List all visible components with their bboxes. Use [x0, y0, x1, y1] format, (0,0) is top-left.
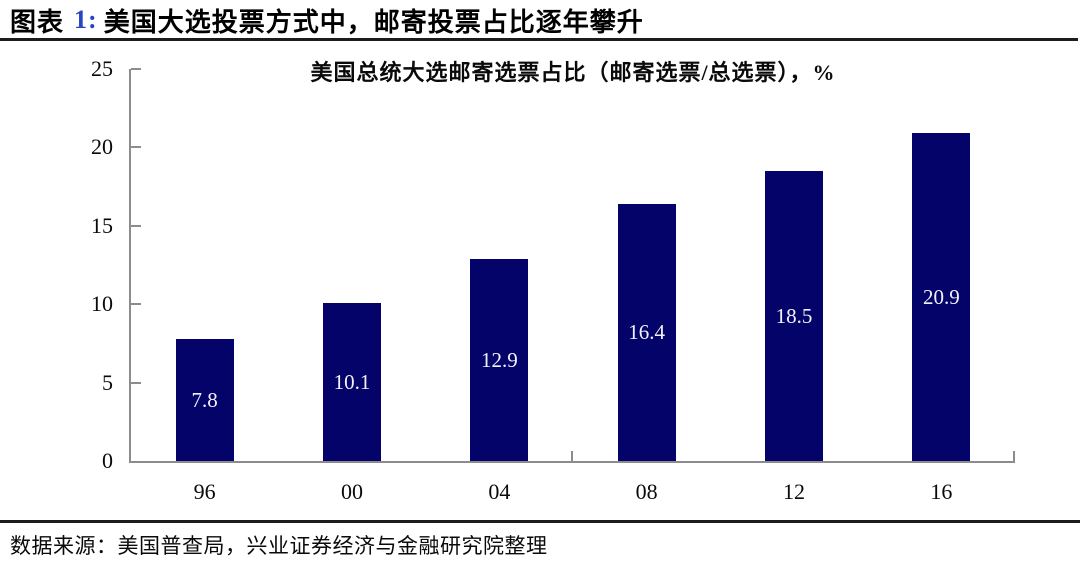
- figure-caption-title: 美国大选投票方式中，邮寄投票占比逐年攀升: [103, 7, 644, 37]
- bar-12: 18.5: [765, 170, 823, 461]
- bar-value-label: 10.1: [333, 369, 371, 394]
- data-source-note: 数据来源：美国普查局，兴业证券经济与金融研究院整理: [10, 534, 548, 558]
- x-axis-tick-label: 04: [488, 479, 511, 504]
- figure-caption: 图表 1: 美国大选投票方式中，邮寄投票占比逐年攀升: [10, 2, 644, 38]
- x-axis-tick-label: 16: [930, 479, 953, 504]
- y-axis-tick-mark: [131, 224, 141, 227]
- bar-value-label: 20.9: [922, 285, 960, 310]
- bar-00: 10.1: [323, 302, 381, 461]
- bar-value-label: 12.9: [480, 347, 518, 372]
- x-axis-tick-label: 00: [341, 479, 363, 504]
- plot-area: 0 5 10 15 20 25 7.8 96 10.1 00 12.9 04 16.4 08 18.5 12 2…: [0, 41, 1080, 519]
- header-divider: [0, 38, 1078, 41]
- bar-value-label: 7.8: [191, 387, 218, 412]
- y-axis-tick-label: 5: [102, 369, 113, 395]
- figure-caption-prefix: 图表: [10, 7, 65, 37]
- y-axis-line: [129, 69, 131, 463]
- bar-value-label: 16.4: [628, 320, 666, 345]
- y-axis-tick-label: 20: [91, 134, 113, 160]
- bar-16: 20.9: [912, 133, 971, 461]
- footer-divider: [0, 520, 1080, 523]
- bar-04: 12.9: [470, 258, 529, 461]
- chart-title: 美国总统大选邮寄选票占比（邮寄选票/总选票），%: [310, 60, 836, 85]
- bar-96: 7.8: [175, 338, 234, 461]
- y-axis-tick-mark: [131, 146, 141, 149]
- y-axis-tick-label: 25: [91, 56, 113, 81]
- y-axis-tick-label: 15: [91, 212, 113, 238]
- x-axis-tick-mark: [571, 451, 573, 461]
- figure-number: 1:: [74, 5, 98, 34]
- x-axis-tick-mark: [1013, 451, 1015, 461]
- y-axis-tick-mark: [131, 68, 141, 70]
- x-axis-tick-label: 08: [635, 479, 658, 504]
- bar-08: 16.4: [617, 203, 676, 461]
- bar-chart: 美国总统大选邮寄选票占比（邮寄选票/总选票），% 0 5 10 15 20 25 7.8 96…: [0, 41, 1080, 519]
- x-axis-line: [129, 461, 1015, 463]
- y-axis-tick-mark: [131, 381, 141, 384]
- y-axis-tick-label: 10: [91, 291, 113, 317]
- y-axis-tick-mark: [131, 303, 141, 306]
- x-axis-tick-label: 12: [783, 479, 805, 504]
- bar-value-label: 18.5: [775, 303, 813, 328]
- y-axis-tick-label: 0: [102, 448, 113, 473]
- x-axis-tick-label: 96: [193, 479, 216, 504]
